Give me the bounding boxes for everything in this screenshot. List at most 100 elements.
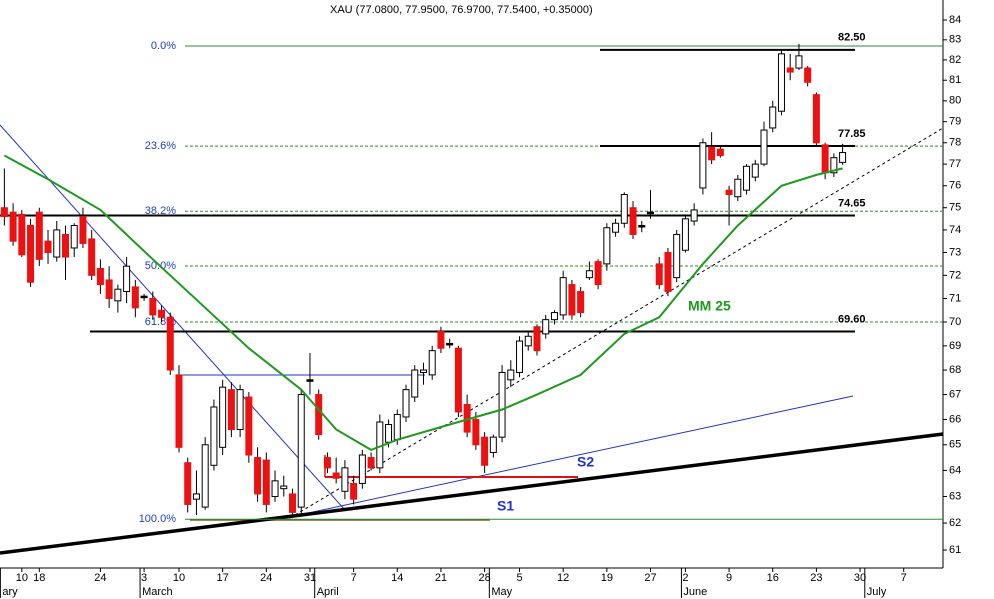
candle-body xyxy=(44,240,52,253)
y-tick-label: 84 xyxy=(949,14,961,26)
x-tick-label: 18 xyxy=(33,572,45,584)
x-tick-label: 23 xyxy=(810,572,822,584)
candle-body xyxy=(114,288,122,302)
candle-body xyxy=(655,263,663,286)
trend-line-s2 xyxy=(284,395,854,519)
y-tick-label: 73 xyxy=(949,246,961,258)
fibonacci-label: 38.2% xyxy=(145,205,176,217)
month-label: July xyxy=(867,586,887,598)
y-tick-label: 71 xyxy=(949,292,961,304)
candle-body xyxy=(629,207,637,235)
candle-body xyxy=(123,265,131,293)
level-label: 69.60 xyxy=(838,313,866,325)
y-tick-label: 64 xyxy=(949,464,961,476)
month-label: March xyxy=(142,586,173,598)
y-tick-label: 69 xyxy=(949,340,961,352)
y-tick-label: 61 xyxy=(949,544,961,556)
candle-body xyxy=(227,389,235,431)
candle-body xyxy=(306,379,314,382)
candle-body xyxy=(367,457,375,469)
candle-body xyxy=(725,189,733,196)
candle-body xyxy=(612,222,620,233)
candle-body xyxy=(716,148,724,157)
y-tick-label: 68 xyxy=(949,364,961,376)
candle-body xyxy=(96,267,104,286)
x-tick-label: 17 xyxy=(217,572,229,584)
month-label: ary xyxy=(2,586,18,598)
candle-body xyxy=(280,485,288,490)
candle-body xyxy=(690,209,698,222)
y-tick-label: 82 xyxy=(949,54,961,66)
candle-body xyxy=(105,279,113,300)
candle-body xyxy=(620,194,628,224)
x-tick-label: 28 xyxy=(478,572,490,584)
candle-body xyxy=(542,319,550,335)
candle-body xyxy=(149,298,157,316)
candle-body xyxy=(638,224,646,228)
y-tick-label: 62 xyxy=(949,517,961,529)
x-tick-label: 30 xyxy=(854,572,866,584)
candle-body xyxy=(699,142,707,189)
x-tick-label: 10 xyxy=(173,572,185,584)
fibonacci-label: 100.0% xyxy=(139,513,177,525)
candle-body xyxy=(516,340,524,373)
candle-body xyxy=(70,224,78,249)
candle-body xyxy=(507,369,515,381)
candle-body xyxy=(594,261,602,286)
candle-body xyxy=(786,67,794,73)
candle-body xyxy=(830,157,838,174)
candle-body xyxy=(585,270,593,279)
x-tick-label: 27 xyxy=(644,572,656,584)
y-tick-label: 75 xyxy=(949,202,961,214)
candle-body xyxy=(315,394,323,436)
candle-body xyxy=(481,436,489,466)
fibonacci-label: 23.6% xyxy=(145,140,176,152)
candle-body xyxy=(559,277,567,316)
candle-body xyxy=(402,389,410,418)
x-tick-label: 9 xyxy=(726,572,732,584)
candle-body xyxy=(323,457,331,469)
candle-body xyxy=(201,444,209,508)
candle-body xyxy=(411,369,419,398)
x-tick-label: 10 xyxy=(16,572,28,584)
x-tick-label: 24 xyxy=(94,572,106,584)
annotation: S2 xyxy=(577,454,594,470)
candle-body xyxy=(61,233,69,258)
candle-body xyxy=(524,335,532,347)
candle-body xyxy=(437,331,445,349)
month-label: June xyxy=(683,586,707,598)
x-tick-label: 24 xyxy=(260,572,272,584)
candle-body xyxy=(769,106,777,129)
y-tick-label: 66 xyxy=(949,413,961,425)
x-tick-label: 3 xyxy=(141,572,147,584)
candle-body xyxy=(254,457,262,495)
y-tick-label: 77 xyxy=(949,158,961,170)
x-tick-label: 2 xyxy=(682,572,688,584)
candle-body xyxy=(489,436,497,453)
candle-body xyxy=(821,144,829,174)
level-label: 82.50 xyxy=(838,32,866,44)
candle-body xyxy=(646,211,654,215)
y-tick-label: 70 xyxy=(949,316,961,328)
candle-body xyxy=(498,371,506,438)
candle-body xyxy=(812,94,820,144)
y-tick-label: 76 xyxy=(949,180,961,192)
candle-body xyxy=(681,218,689,251)
long-trend-line xyxy=(0,432,944,555)
candle-body xyxy=(350,482,358,500)
x-tick-label: 12 xyxy=(557,572,569,584)
candle-body xyxy=(550,312,558,321)
candle-body xyxy=(245,396,253,456)
y-tick-label: 81 xyxy=(949,74,961,86)
legend-label: MM 25 xyxy=(688,298,731,314)
candle-body xyxy=(131,286,139,309)
x-tick-label: 7 xyxy=(901,572,907,584)
candle-body xyxy=(53,229,61,258)
y-tick-label: 78 xyxy=(949,137,961,149)
candle-body xyxy=(751,163,759,178)
candle-body xyxy=(603,227,611,265)
candle-body xyxy=(454,347,462,413)
y-tick-label: 67 xyxy=(949,388,961,400)
x-tick-label: 21 xyxy=(435,572,447,584)
